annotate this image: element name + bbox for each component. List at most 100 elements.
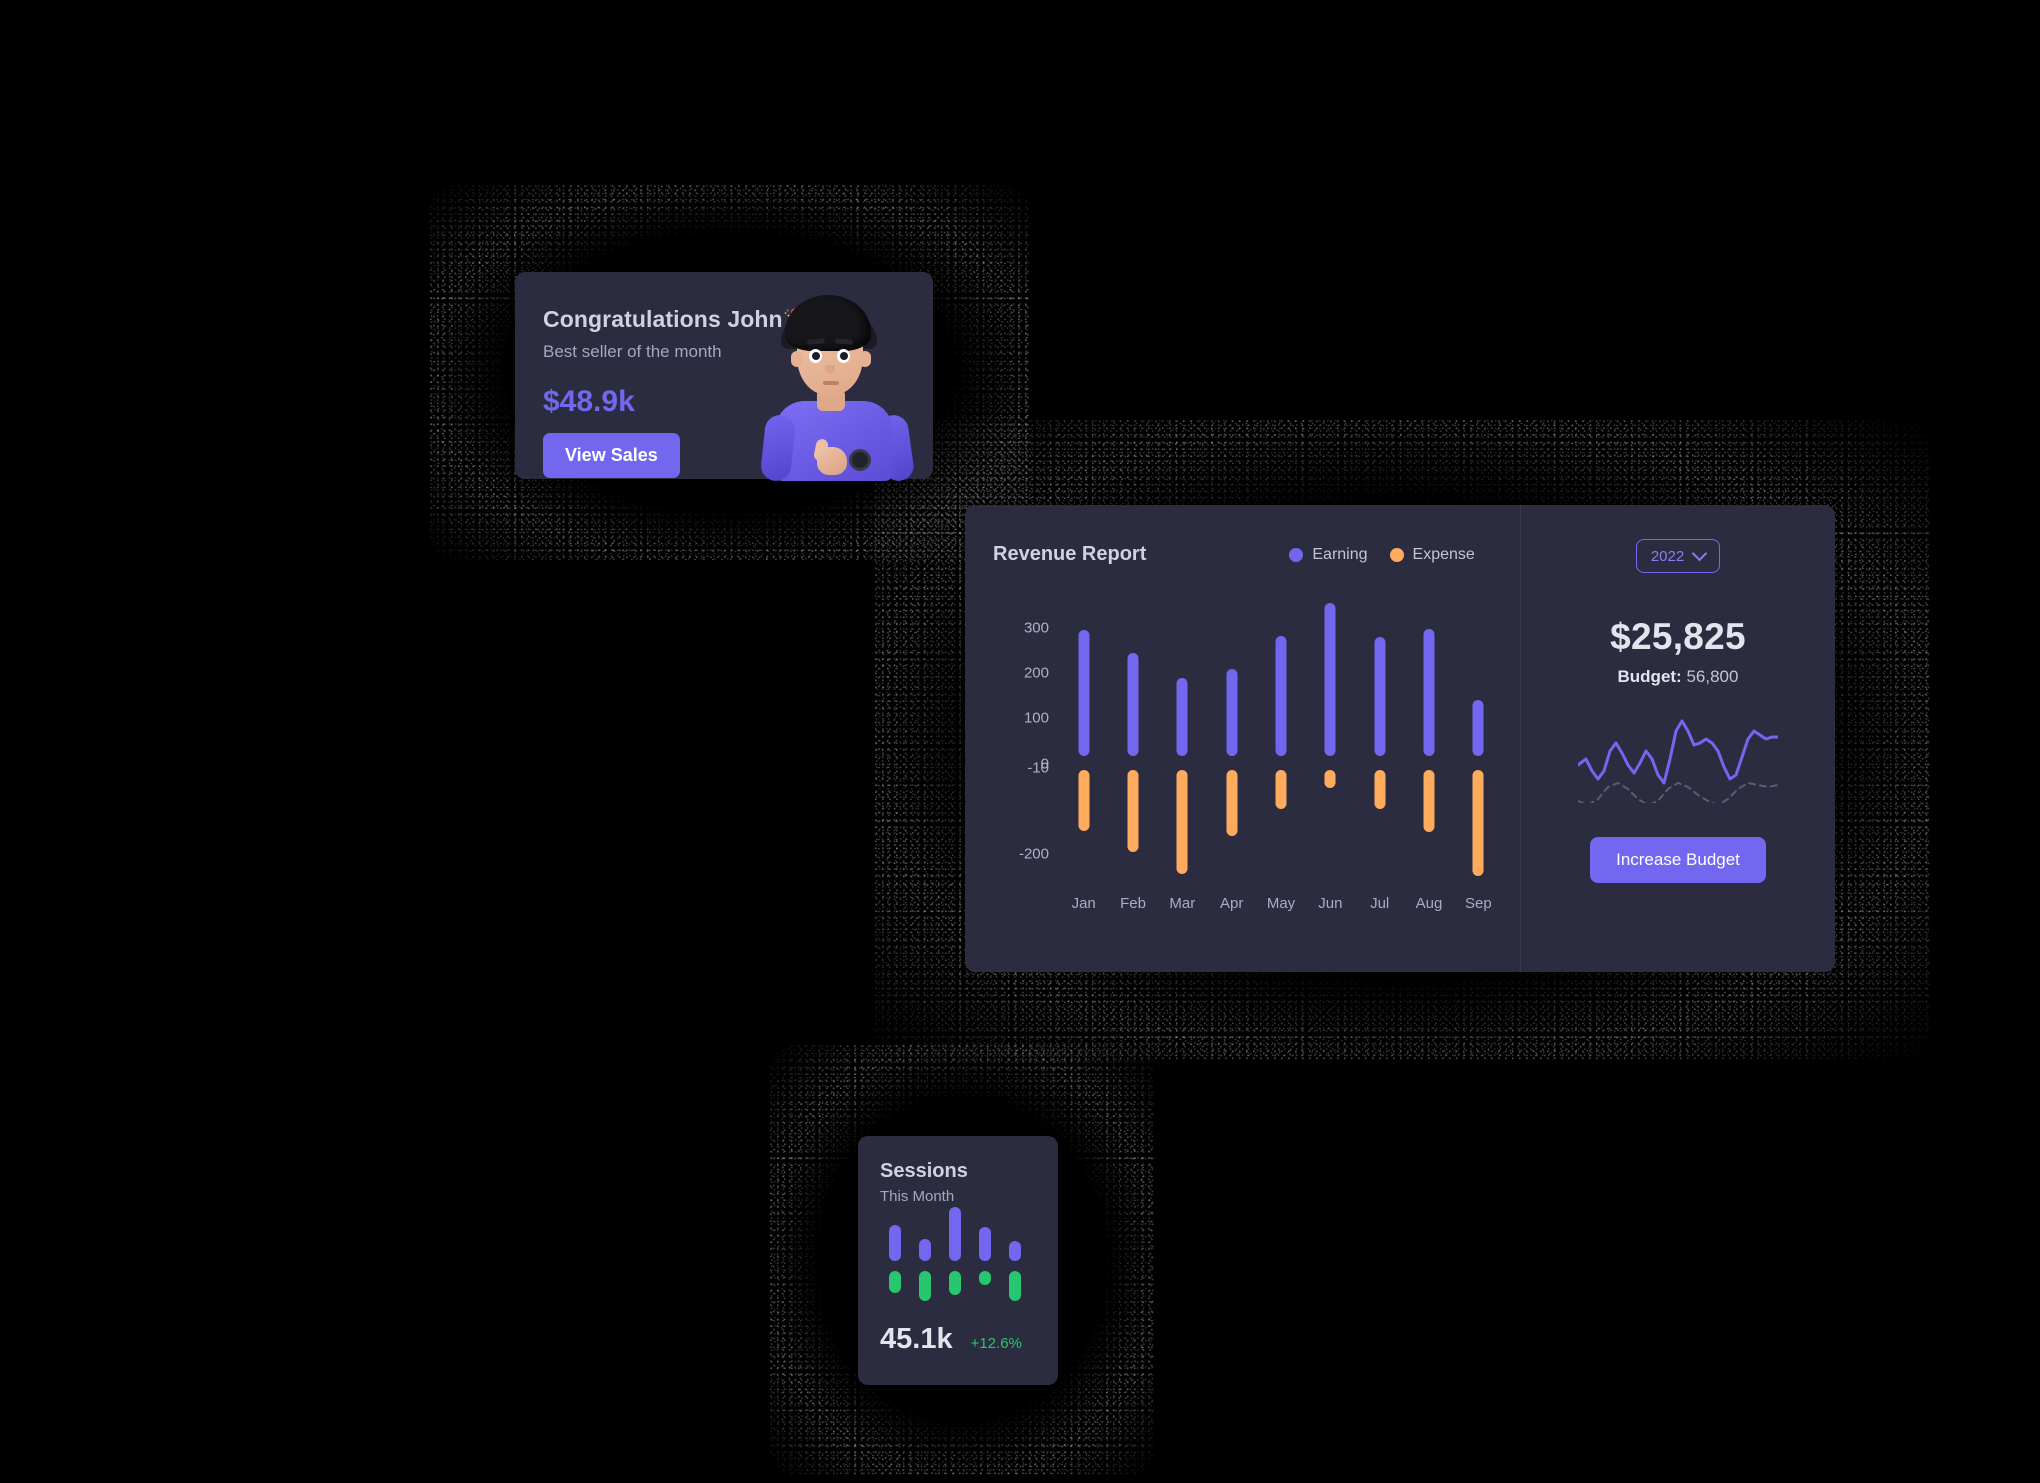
bar-group bbox=[1306, 601, 1355, 881]
chevron-down-icon bbox=[1691, 545, 1708, 561]
avatar-watch bbox=[849, 449, 871, 471]
avatar-hand bbox=[817, 447, 847, 475]
bar-group bbox=[1108, 601, 1157, 881]
y-tick-label: 300 bbox=[1023, 619, 1049, 637]
avatar-eye-right bbox=[837, 349, 850, 363]
revenue-budget-line: Budget: 56,800 bbox=[1618, 667, 1739, 687]
revenue-summary-panel: 2022 $25,825 Budget: 56,800 Increase Bud… bbox=[1521, 505, 1835, 972]
bar-expense bbox=[1176, 769, 1188, 875]
bar-expense bbox=[1472, 769, 1484, 876]
sessions-bar-down bbox=[949, 1271, 961, 1295]
bar-earning bbox=[1472, 700, 1484, 756]
avatar-ear-right bbox=[859, 351, 871, 367]
x-tick-label: May bbox=[1266, 895, 1296, 912]
revenue-header: Revenue Report Earning Expense bbox=[993, 543, 1520, 566]
budget-sparkline bbox=[1578, 719, 1778, 803]
legend-item-expense[interactable]: Expense bbox=[1389, 545, 1475, 564]
bar-expense bbox=[1324, 769, 1336, 789]
congrats-title-text: Congratulations John bbox=[543, 306, 783, 332]
bar-earning bbox=[1176, 677, 1188, 756]
legend-item-earning[interactable]: Earning bbox=[1289, 545, 1368, 564]
legend-dot-icon bbox=[1289, 547, 1304, 562]
revenue-y-axis: 300 200 100 0 -10 -200 bbox=[993, 601, 1049, 881]
bar-earning bbox=[1226, 668, 1238, 756]
legend-label: Expense bbox=[1412, 545, 1475, 563]
sessions-title: Sessions bbox=[880, 1160, 968, 1182]
bar-earning bbox=[1127, 652, 1139, 756]
y-tick-label: -10 bbox=[1027, 759, 1049, 777]
budget-label: Budget: bbox=[1617, 667, 1682, 686]
revenue-x-axis: Jan Feb Mar Apr May Jun Jul Aug Sep bbox=[993, 895, 1503, 919]
x-tick-label: Jul bbox=[1370, 895, 1390, 912]
view-sales-button[interactable]: View Sales bbox=[543, 433, 680, 478]
sessions-bar-down bbox=[1009, 1271, 1021, 1301]
bar-earning bbox=[1324, 603, 1336, 756]
revenue-report-card: Revenue Report Earning Expense 300 200 100 0… bbox=[965, 505, 1835, 972]
x-tick-label: Apr bbox=[1219, 895, 1244, 912]
bar-expense bbox=[1078, 769, 1090, 832]
x-tick-label: Aug bbox=[1415, 895, 1443, 912]
bar-group bbox=[1355, 601, 1404, 881]
bar-earning bbox=[1374, 637, 1386, 756]
revenue-total-amount: $25,825 bbox=[1610, 616, 1746, 657]
sessions-bar-group bbox=[880, 1223, 910, 1301]
year-select[interactable]: 2022 bbox=[1635, 539, 1721, 573]
sessions-bar-down bbox=[919, 1271, 931, 1301]
congrats-subtitle: Best seller of the month bbox=[543, 342, 722, 361]
sessions-chart bbox=[880, 1207, 1030, 1301]
revenue-bars bbox=[1059, 601, 1503, 881]
revenue-legend: Earning Expense bbox=[1289, 545, 1475, 564]
congratulations-card: Congratulations John🎉 Best seller of the… bbox=[515, 272, 933, 483]
x-tick-label: Jun bbox=[1318, 895, 1343, 912]
sessions-value: 45.1k bbox=[880, 1323, 953, 1355]
legend-label: Earning bbox=[1312, 545, 1368, 563]
revenue-plot: 300 200 100 0 -10 -200 bbox=[993, 601, 1503, 881]
bar-earning bbox=[1275, 636, 1287, 756]
sessions-bar-up bbox=[889, 1225, 901, 1261]
increase-budget-button[interactable]: Increase Budget bbox=[1590, 837, 1766, 883]
avatar-mouth bbox=[823, 381, 839, 385]
avatar-hair bbox=[785, 295, 871, 351]
bar-group bbox=[1404, 601, 1453, 881]
sessions-bar-group bbox=[910, 1223, 940, 1301]
x-tick-label: Feb bbox=[1120, 895, 1146, 912]
revenue-title: Revenue Report bbox=[993, 543, 1147, 565]
bar-earning bbox=[1078, 630, 1090, 756]
sparkline-solid-path bbox=[1578, 719, 1778, 785]
y-tick-label: 200 bbox=[1023, 664, 1049, 682]
x-tick-label: Mar bbox=[1169, 895, 1196, 912]
sessions-bar-up bbox=[1009, 1241, 1021, 1261]
sessions-subtitle: This Month bbox=[880, 1188, 955, 1205]
congrats-amount: $48.9k bbox=[543, 385, 635, 418]
avatar bbox=[755, 289, 916, 483]
avatar-eye-left bbox=[809, 349, 822, 363]
legend-dot-icon bbox=[1389, 547, 1404, 562]
sparkline-dashed-path bbox=[1578, 782, 1778, 803]
bar-expense bbox=[1374, 769, 1386, 809]
y-tick-label: 0 bbox=[1040, 755, 1049, 773]
sessions-bar-down bbox=[889, 1271, 901, 1293]
bar-expense bbox=[1275, 769, 1287, 809]
sessions-card: Sessions This Month 45.1k +12.6% bbox=[858, 1136, 1058, 1385]
bar-group bbox=[1158, 601, 1207, 881]
bar-expense bbox=[1127, 769, 1139, 852]
bar-group bbox=[1256, 601, 1305, 881]
sessions-bar-group bbox=[940, 1207, 970, 1301]
sessions-bar-up bbox=[949, 1207, 961, 1261]
bar-expense bbox=[1226, 769, 1238, 836]
x-tick-label: Sep bbox=[1464, 895, 1492, 912]
sessions-bar-group bbox=[1000, 1223, 1030, 1301]
sessions-footer: 45.1k +12.6% bbox=[880, 1323, 1058, 1356]
year-select-value: 2022 bbox=[1650, 547, 1685, 565]
sessions-bar-up bbox=[919, 1239, 931, 1261]
bar-earning bbox=[1423, 629, 1435, 756]
sessions-bar-up bbox=[979, 1227, 991, 1261]
sessions-bar-group bbox=[970, 1223, 1000, 1301]
sessions-delta: +12.6% bbox=[970, 1335, 1022, 1352]
y-tick-label: 100 bbox=[1023, 709, 1049, 727]
bar-group bbox=[1059, 601, 1108, 881]
bar-expense bbox=[1423, 769, 1435, 833]
revenue-chart-panel: Revenue Report Earning Expense 300 200 100 0… bbox=[965, 505, 1521, 972]
sessions-bar-down bbox=[979, 1271, 991, 1285]
